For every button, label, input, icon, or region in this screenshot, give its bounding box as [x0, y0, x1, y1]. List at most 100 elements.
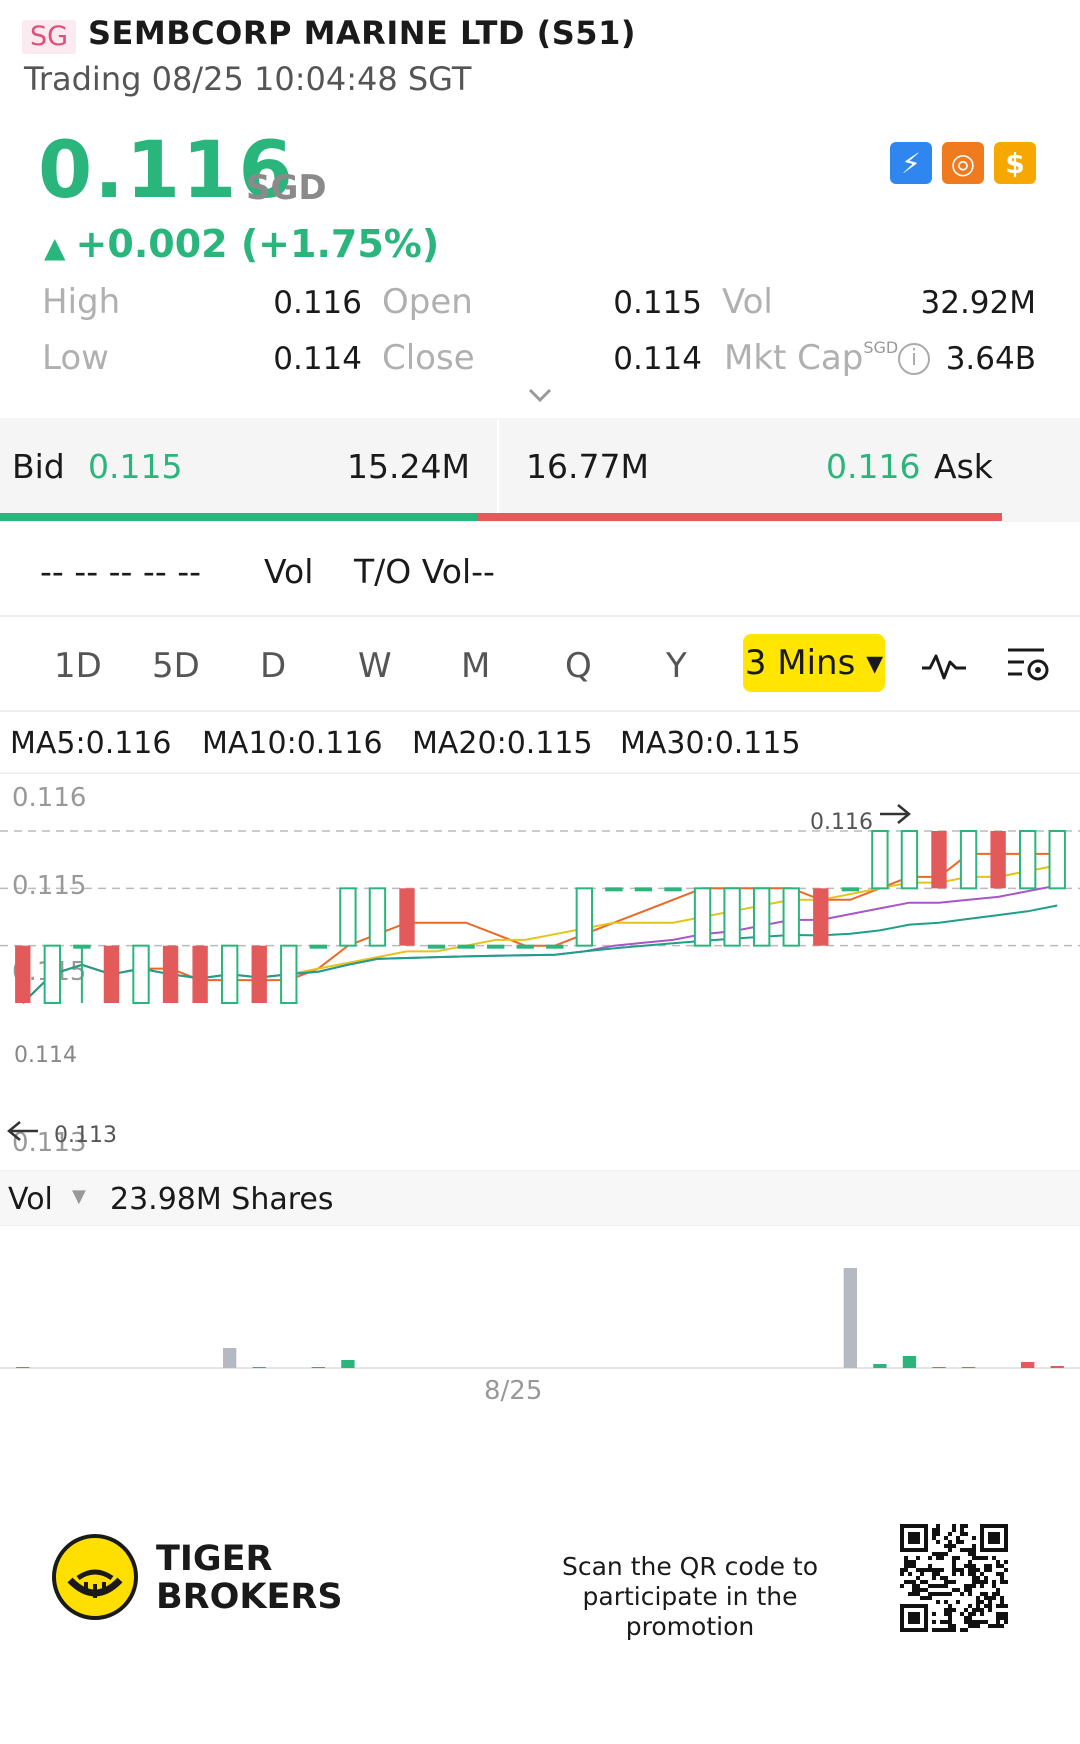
candle-up [368, 887, 387, 947]
candle-up [723, 887, 741, 947]
candle-up [841, 887, 860, 892]
tab-week[interactable]: W [358, 646, 392, 686]
close-label: Close [382, 338, 475, 378]
tab-quarter[interactable]: Q [565, 646, 592, 686]
qr-code[interactable] [900, 1524, 1008, 1632]
candle-up [959, 830, 978, 890]
ma20-legend: MA20:0.115 [412, 726, 593, 761]
chevron-down-icon[interactable] [524, 380, 556, 412]
currency: SGD [246, 168, 327, 208]
dropdown-icon[interactable]: ▼ [72, 1186, 86, 1207]
candle-up [782, 887, 800, 947]
volume-bar [902, 1356, 917, 1368]
ask-volume-bar [477, 513, 1002, 521]
candle-up [546, 944, 564, 949]
volume-bar [1021, 1362, 1035, 1368]
high-label: High [42, 282, 121, 322]
y-tick-label: 0.115 [12, 871, 86, 901]
volume-bar [843, 1268, 857, 1368]
candle-up [486, 944, 505, 949]
ma5-legend: MA5:0.116 [10, 726, 172, 761]
turnover-row [0, 522, 1080, 617]
vol-value: 32.92M [920, 285, 1037, 321]
volume-chart [0, 1268, 1080, 1369]
volume-bar [932, 1367, 946, 1368]
candle-down [813, 888, 829, 946]
candles [15, 830, 1066, 1005]
high-value: 0.116 [273, 285, 362, 321]
volume-header[interactable] [0, 1170, 1080, 1226]
volume-bar [252, 1367, 266, 1368]
candle-up [220, 944, 239, 1005]
volume-bar [1050, 1366, 1064, 1368]
tabs-divider [0, 710, 1080, 712]
candle-up [664, 887, 682, 892]
candle-up [871, 830, 889, 890]
candle-down [103, 945, 120, 1003]
volume-bar [961, 1367, 976, 1368]
ask-label: Ask [934, 447, 993, 486]
y-tick-label: 0.116 [12, 783, 86, 813]
candle-up [339, 887, 357, 947]
mktcap-label: Mkt CapSGD [724, 338, 898, 378]
open-label: Open [382, 282, 473, 322]
candle-down [162, 945, 179, 1003]
flash-level1-icon[interactable]: ⚡ [890, 142, 932, 184]
min-price-label: 0.113 [54, 1123, 117, 1148]
market-badge: SG [22, 20, 76, 54]
low-value: 0.114 [273, 341, 362, 377]
ask-price: 0.116 [826, 447, 921, 486]
candle-up [280, 944, 298, 1005]
stock-name: SEMBCORP MARINE LTD (S51) [88, 14, 636, 52]
info-icon[interactable]: i [898, 343, 930, 375]
candle-down [990, 831, 1006, 889]
volume-bar [873, 1364, 887, 1368]
brand-name: TIGER BROKERS [156, 1539, 343, 1617]
max-price-label: 0.116 [810, 810, 873, 835]
candle-up [752, 887, 771, 947]
x-axis-date: 8/25 [484, 1376, 543, 1406]
tab-1d[interactable]: 1D [54, 646, 102, 686]
last-price: 0.116 [38, 126, 295, 216]
candle-up [634, 887, 653, 892]
tab-5d[interactable]: 5D [152, 646, 200, 686]
tovol-label: T/O Vol-- [354, 552, 495, 591]
volume-bar [16, 1367, 30, 1368]
bid-size: 15.24M [347, 447, 470, 486]
tab-3-mins[interactable]: 3 Mins ▾ [743, 634, 885, 692]
inline-price-label: 0.114 [14, 1043, 77, 1068]
candle-up [73, 944, 91, 949]
price-change: ▲ +0.002 (+1.75%) [44, 222, 439, 266]
dollar-icon[interactable]: $ [994, 142, 1036, 184]
candle-up [43, 944, 62, 1005]
tab-year[interactable]: Y [666, 646, 687, 686]
chart-tool-icon[interactable]: ◎ [942, 142, 984, 184]
tiger-logo-icon [52, 1534, 138, 1620]
close-value: 0.114 [613, 341, 702, 377]
volume-value: 23.98M Shares [110, 1182, 334, 1217]
candle-up [900, 830, 919, 890]
overlap-price-label: 0.113 [12, 1128, 86, 1158]
candle-up [1018, 830, 1037, 890]
bid-label: Bid [12, 447, 65, 486]
bid-ask-panel[interactable] [0, 418, 1080, 522]
bid-volume-bar [0, 513, 477, 521]
tab-month[interactable]: M [461, 646, 491, 686]
volume-bars [16, 1268, 1064, 1368]
indicator-icon[interactable] [920, 648, 968, 684]
volume-bar [311, 1367, 325, 1368]
chart-settings-icon[interactable] [1006, 644, 1050, 686]
candle-down [15, 945, 31, 1003]
up-triangle-icon: ▲ [44, 231, 66, 264]
volume-bar [223, 1348, 237, 1368]
promo-text: Scan the QR code to participate in the p… [561, 1552, 819, 1641]
candle-down [251, 945, 267, 1003]
feature-badges: ⚡ ◎ $ [890, 142, 1036, 184]
candlestick-chart[interactable]: 0.116 0.115 0.115 0.116 0.114 0.113 0.11… [0, 774, 1080, 1170]
tiger-mark-icon [67, 1569, 123, 1598]
candle-up [457, 944, 475, 949]
trading-status: Trading 08/25 10:04:48 SGT [24, 60, 472, 98]
tab-day[interactable]: D [260, 646, 287, 686]
candle-up [427, 944, 446, 949]
vol-label: Vol [722, 282, 773, 322]
